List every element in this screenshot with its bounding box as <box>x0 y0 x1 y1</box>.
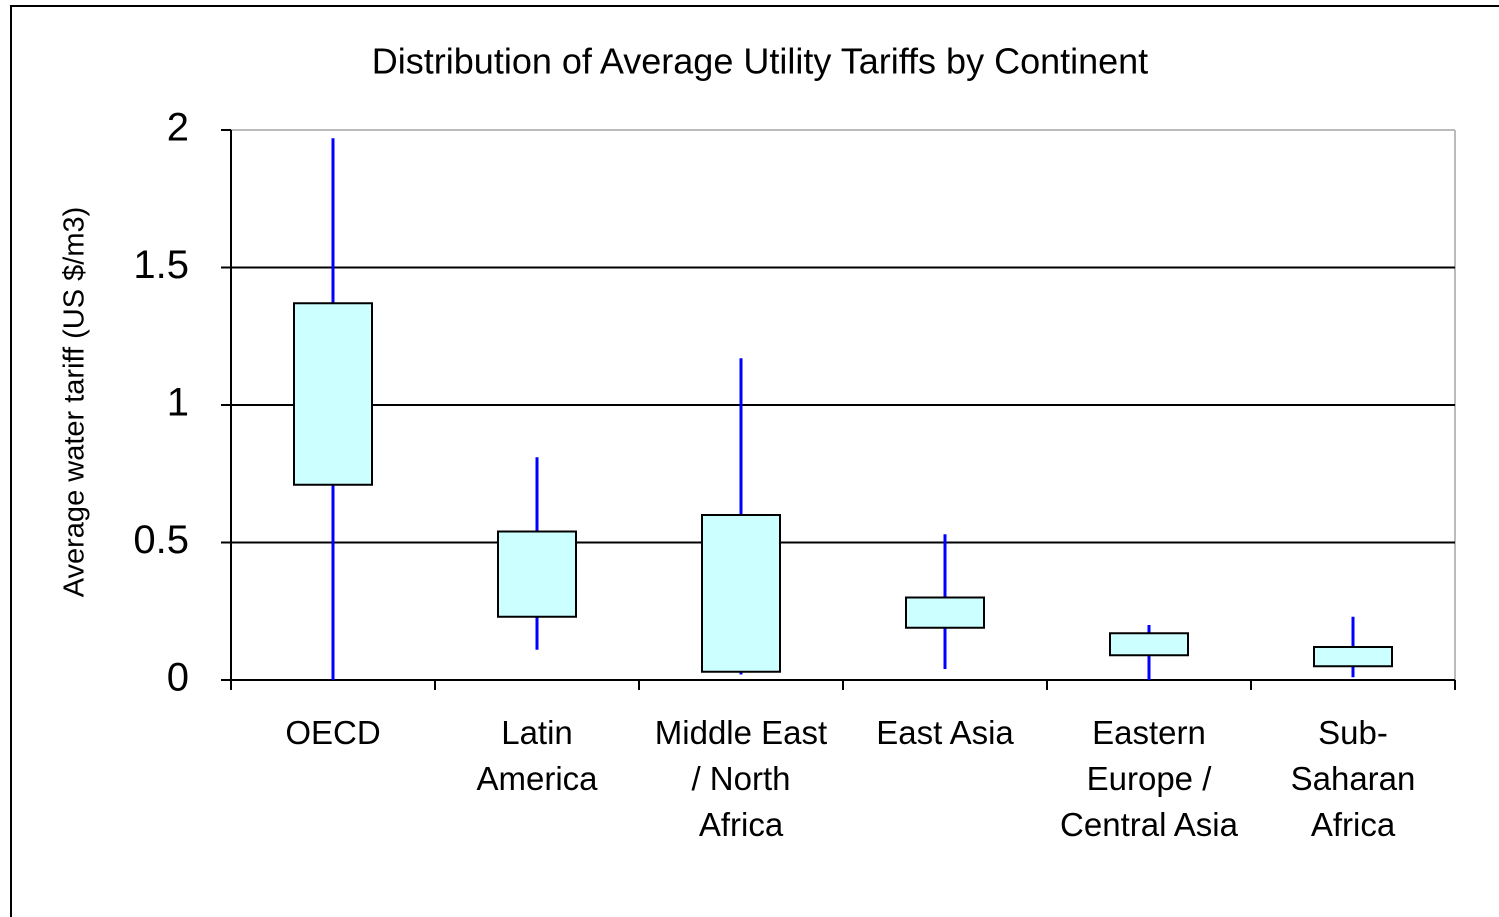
y-tick-label: 0.5 <box>133 518 189 562</box>
y-tick-label: 0 <box>167 656 189 700</box>
x-tick-label: Middle East / North Africa <box>654 714 828 843</box>
box <box>497 530 577 618</box>
y-tick-label: 1.5 <box>133 243 189 287</box>
box <box>293 302 373 486</box>
x-tick-label: OECD <box>285 714 381 751</box>
box <box>1109 632 1189 657</box>
box <box>905 596 985 629</box>
y-tick-label: 1 <box>167 381 189 425</box>
box <box>1313 646 1393 668</box>
frame <box>10 5 1499 917</box>
chart-title: Distribution of Average Utility Tariffs … <box>372 41 1148 82</box>
y-axis-label: Average water tariff (US $/m3) <box>59 207 91 598</box>
y-tick-label: 2 <box>167 106 189 150</box>
box <box>701 514 781 673</box>
x-tick-label: East Asia <box>876 714 1014 751</box>
x-tick-label: Sub-Saharan Africa <box>1290 714 1416 843</box>
x-tick-label: Eastern Europe / Central Asia <box>1060 714 1238 843</box>
x-tick-label: Latin America <box>476 714 598 797</box>
